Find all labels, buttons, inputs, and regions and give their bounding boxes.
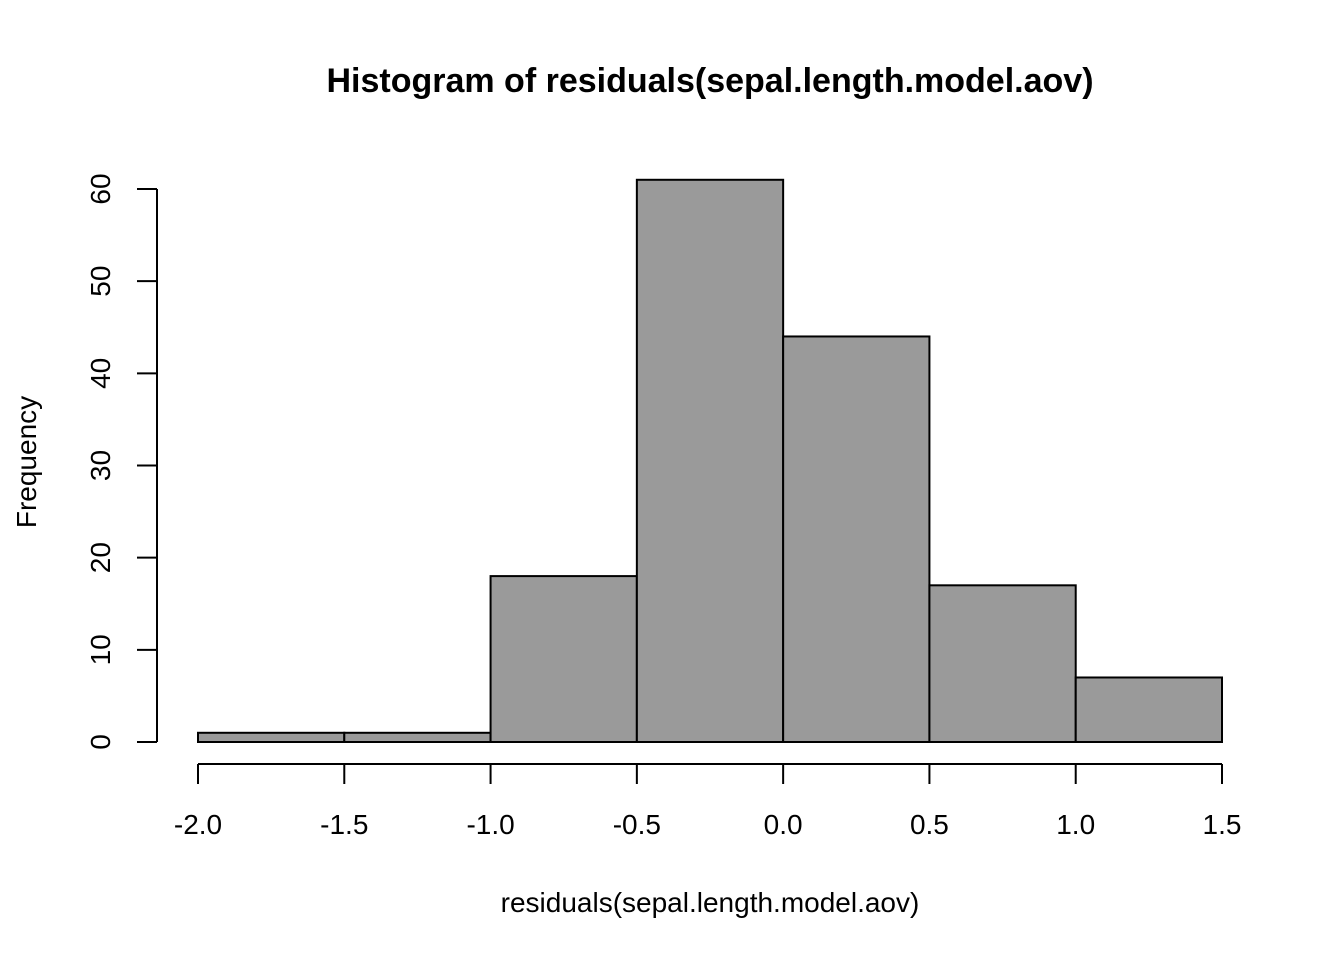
x-tick-label: 0.5	[910, 809, 949, 840]
x-tick-label: 1.0	[1056, 809, 1095, 840]
x-tick-label: -0.5	[613, 809, 661, 840]
x-axis-label: residuals(sepal.length.model.aov)	[501, 887, 920, 918]
chart-title: Histogram of residuals(sepal.length.mode…	[326, 62, 1093, 100]
histogram-bar-6	[1074, 676, 1223, 744]
histogram-bar-5	[928, 584, 1077, 743]
histogram-bar-4	[782, 335, 931, 743]
y-axis-label: Frequency	[11, 396, 42, 528]
x-tick-label: -1.5	[320, 809, 368, 840]
x-tick-label: -2.0	[174, 809, 222, 840]
x-axis: -2.0 -1.5 -1.0 -0.5 0.0 0.5 1.0 1.5	[174, 763, 1242, 840]
x-tick-label: 1.5	[1203, 809, 1242, 840]
y-tick-label: 20	[85, 542, 116, 573]
histogram-bar-0	[197, 731, 346, 743]
y-tick-label: 60	[85, 173, 116, 204]
y-tick-label: 0	[85, 734, 116, 750]
x-tick-label: 0.0	[764, 809, 803, 840]
y-tick-label: 30	[85, 450, 116, 481]
histogram-bar-1	[343, 731, 492, 743]
y-tick-label: 10	[85, 634, 116, 665]
bars-group	[197, 178, 1223, 744]
histogram-bar-2	[489, 575, 638, 743]
y-tick-label: 50	[85, 266, 116, 297]
x-tick-label: -1.0	[466, 809, 514, 840]
y-axis: 0 10 20 30 40 50 60	[85, 173, 158, 750]
histogram-bar-3	[635, 178, 785, 744]
y-tick-label: 40	[85, 358, 116, 389]
